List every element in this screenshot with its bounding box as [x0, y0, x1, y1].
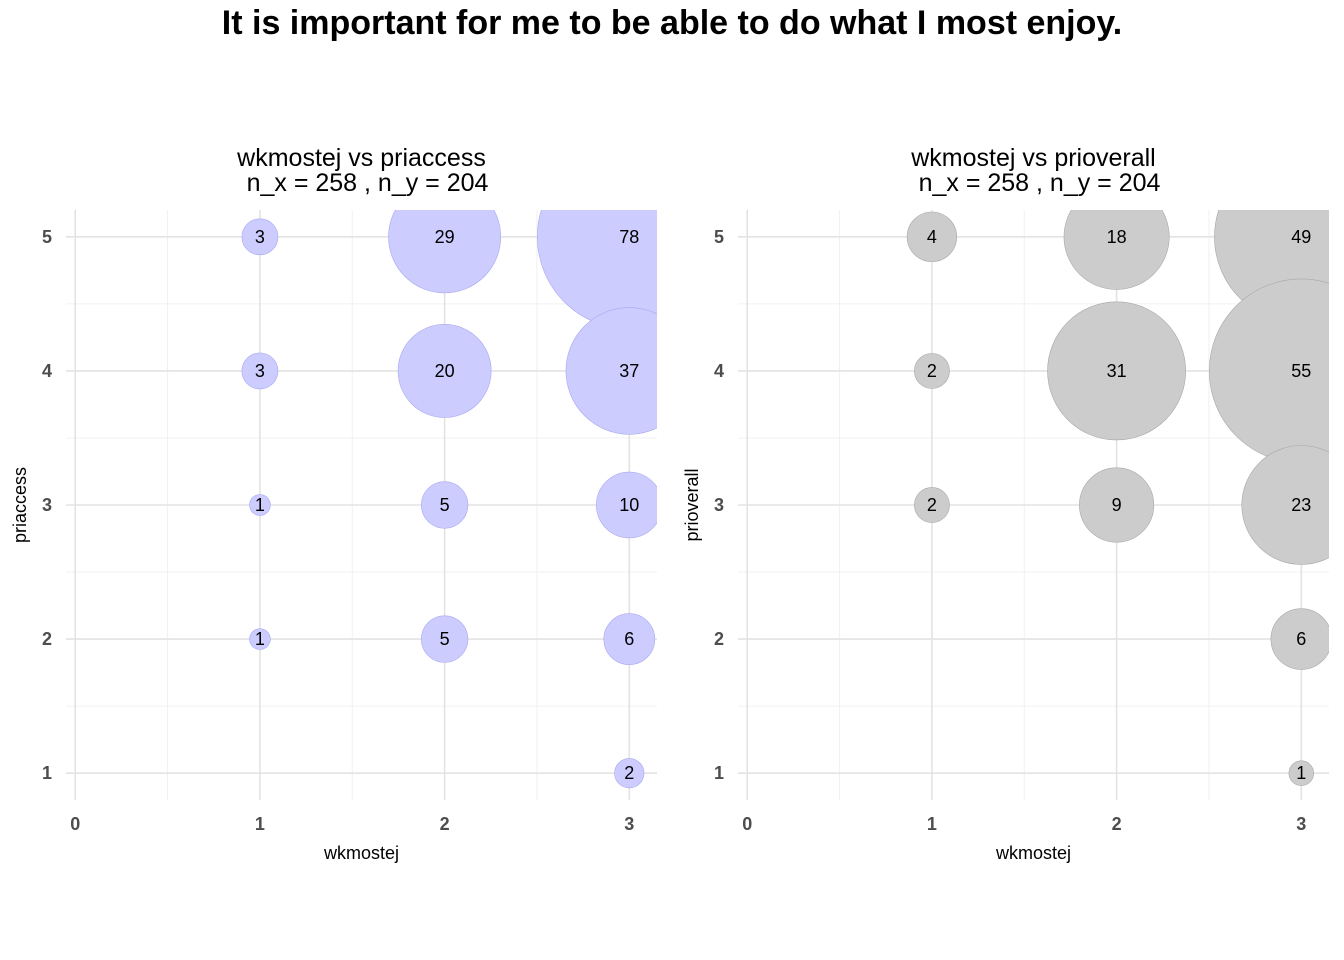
bubble-count-label: 78 — [619, 227, 639, 247]
bubble — [906, 211, 958, 262]
y-axis-label: prioverall — [682, 468, 702, 541]
bubble-count-label: 20 — [435, 361, 455, 381]
bubble-count-label: 49 — [1291, 227, 1311, 247]
x-tick-label: 0 — [742, 814, 752, 834]
bubble — [614, 758, 645, 789]
x-tick-label: 1 — [927, 814, 937, 834]
bubble-count-label: 23 — [1291, 495, 1311, 515]
panel-subtitle: n_x = 258 , n_y = 204 — [919, 169, 1161, 197]
bubble — [914, 353, 950, 389]
bubble-count-label: 29 — [435, 227, 455, 247]
y-axis-label: priaccess — [10, 467, 30, 543]
bubble — [1079, 467, 1155, 543]
bubble-count-label: 9 — [1112, 495, 1122, 515]
bubble-chart-left: 3 29 783 20 371 5 101 5 620 1 2 312345wkmostejpriac… — [10, 144, 657, 863]
bubble — [241, 218, 279, 256]
y-tick-label: 3 — [714, 495, 724, 515]
panel-title: wkmostej vs prioverall — [910, 144, 1156, 172]
bubble — [249, 494, 271, 516]
bubble-count-label: 2 — [927, 495, 937, 515]
x-tick-label: 0 — [70, 814, 80, 834]
x-tick-label: 1 — [255, 814, 265, 834]
bubble — [397, 324, 492, 418]
bubble-count-label: 31 — [1107, 361, 1127, 381]
y-tick-label: 4 — [714, 361, 724, 381]
bubble — [596, 471, 657, 539]
y-tick-label: 3 — [42, 495, 52, 515]
bubble-count-label: 2 — [927, 361, 937, 381]
bubble — [537, 210, 657, 330]
x-axis-label: wkmostej — [323, 843, 399, 863]
bubble-count-label: 3 — [255, 361, 265, 381]
bubble-count-label: 55 — [1291, 361, 1311, 381]
bubble-count-label: 4 — [927, 227, 937, 247]
bubble-count-label: 2 — [624, 763, 634, 783]
x-tick-label: 2 — [1112, 814, 1122, 834]
bubble — [1209, 278, 1329, 464]
bubble — [249, 628, 271, 650]
bubble — [1063, 210, 1170, 290]
y-tick-label: 1 — [714, 763, 724, 783]
bubble-count-label: 5 — [440, 495, 450, 515]
bubble-labels: 3 29 783 20 371 5 101 5 62 — [255, 227, 639, 783]
bubble — [1288, 760, 1315, 786]
bubble — [421, 615, 469, 663]
bubble — [1241, 445, 1329, 565]
x-axis-label: wkmostej — [995, 843, 1071, 863]
bubbles — [241, 210, 657, 789]
y-tick-label: 1 — [42, 763, 52, 783]
bubble-count-label: 37 — [619, 361, 639, 381]
bubble-labels: 4 18 49 2 31 55 2 9 23 6 1 — [927, 227, 1311, 783]
bubble-count-label: 3 — [255, 227, 265, 247]
bubble-count-label: 6 — [624, 629, 634, 649]
bubble — [421, 481, 469, 529]
bubble — [1270, 608, 1329, 670]
bubbles — [906, 210, 1329, 786]
panel-title: wkmostej vs priaccess — [236, 144, 486, 172]
tick-labels: 0 1 2 3 1 2 3 4 5 — [42, 227, 634, 834]
bubble — [1047, 301, 1186, 441]
bubble — [914, 487, 950, 523]
bubble-count-label: 18 — [1107, 227, 1127, 247]
bubble-count-label: 1 — [1296, 763, 1306, 783]
bubble-count-label: 10 — [619, 495, 639, 515]
x-tick-label: 3 — [1296, 814, 1306, 834]
bubble — [603, 613, 656, 665]
bubble-count-label: 1 — [255, 629, 265, 649]
x-tick-label: 3 — [624, 814, 634, 834]
y-tick-label: 2 — [714, 629, 724, 649]
y-tick-label: 5 — [714, 227, 724, 247]
panel-subtitle: n_x = 258 , n_y = 204 — [247, 169, 489, 197]
y-tick-label: 4 — [42, 361, 52, 381]
bubble-count-label: 1 — [255, 495, 265, 515]
x-tick-label: 2 — [440, 814, 450, 834]
bubble-count-label: 5 — [440, 629, 450, 649]
y-tick-label: 2 — [42, 629, 52, 649]
main-title: It is important for me to be able to do … — [221, 4, 1123, 42]
bubble — [241, 352, 279, 390]
bubble — [388, 210, 501, 294]
bubble-count-label: 6 — [1296, 629, 1306, 649]
bubble — [565, 307, 657, 435]
y-tick-label: 5 — [42, 227, 52, 247]
